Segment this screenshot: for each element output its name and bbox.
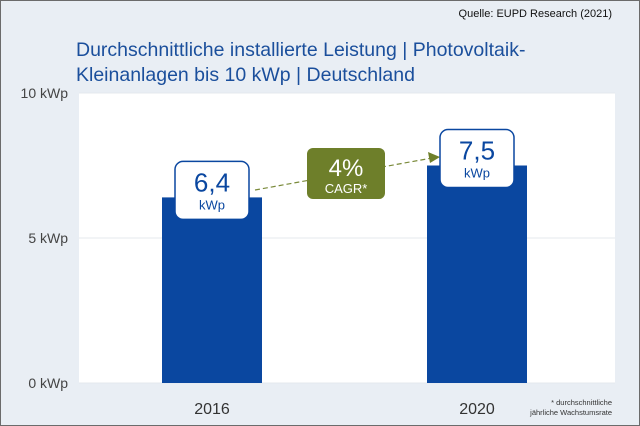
value-label-box	[439, 128, 515, 189]
cagr-box	[307, 148, 385, 199]
bar-2020	[427, 165, 527, 383]
arrow-head-icon	[428, 152, 440, 163]
chart-title-line-1: Durchschnittliche installierte Leistung …	[76, 39, 525, 61]
footnote-line-2: jährliche Wachstumsrate	[529, 408, 612, 417]
bar-2016	[162, 197, 262, 383]
y-tick-label: 5 kWp	[28, 230, 68, 246]
y-tick-label: 10 kWp	[21, 85, 69, 101]
x-tick-label: 2020	[459, 401, 495, 418]
value-label-box	[174, 160, 250, 221]
source-text: Quelle: EUPD Research (2021)	[459, 8, 612, 20]
value-label: 7,5	[459, 136, 495, 166]
footnote-line-1: * durchschnittliche	[551, 398, 612, 407]
cagr-value: 4%	[329, 155, 364, 182]
value-unit: kWp	[464, 166, 490, 181]
y-tick-label: 0 kWp	[28, 375, 68, 391]
value-unit: kWp	[199, 197, 225, 212]
cagr-label: CAGR*	[325, 181, 368, 196]
x-tick-label: 2016	[194, 401, 230, 418]
chart-title-line-2: Kleinanlagen bis 10 kWp | Deutschland	[76, 64, 415, 86]
value-label: 6,4	[194, 167, 230, 197]
